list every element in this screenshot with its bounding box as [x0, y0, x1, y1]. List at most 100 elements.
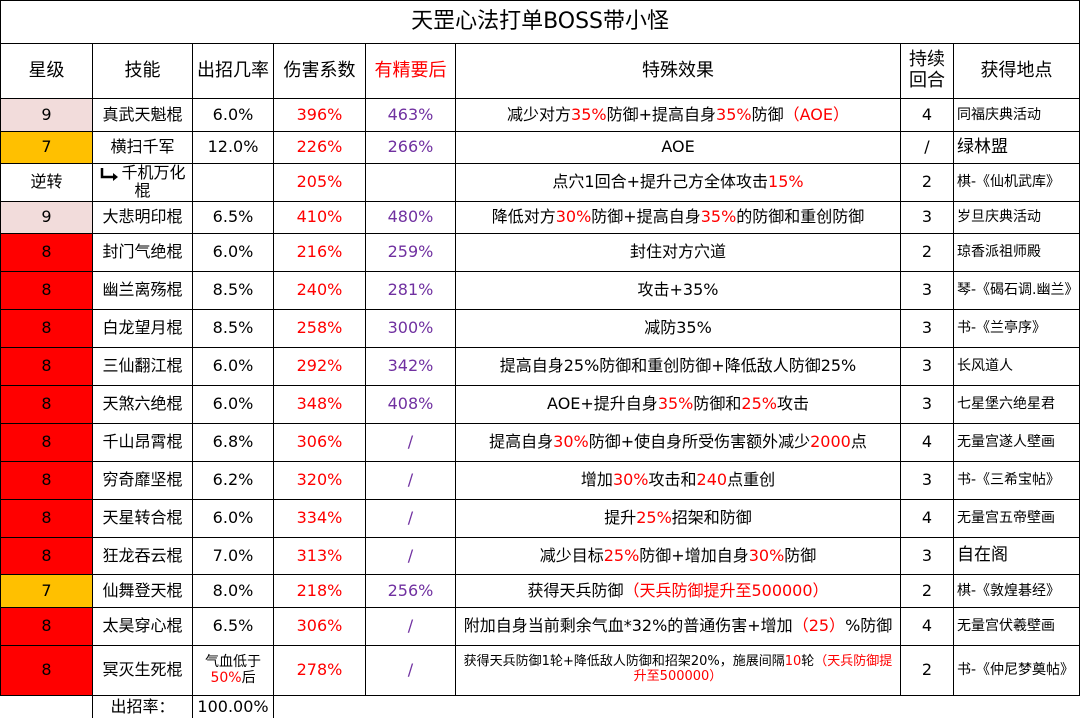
data-row: 逆转 千机万化棍 205% 点穴1回合+提升己方全体攻击15% 2 棋-《仙机武库》: [0, 163, 1080, 202]
location-cell: 长风道人: [952, 346, 1080, 386]
location-cell: 书-《兰亭序》: [952, 308, 1080, 348]
highlight-text: 25%: [603, 545, 640, 565]
star-cell: 8: [0, 606, 93, 646]
header-cell: 星级: [0, 43, 93, 99]
location-cell: 书-《仲尼梦奠帖》: [952, 644, 1080, 696]
rate-cell: 8.5%: [192, 270, 274, 310]
text: 点重创: [727, 470, 776, 490]
skill-cell: 封门气绝棍: [92, 232, 193, 272]
refined-cell: /: [365, 606, 456, 646]
data-row: 8 冥灭生死棍 气血低于50%后 278% / 获得天兵防御1轮+降低敌人防御和招架20%…: [0, 644, 1080, 696]
text: 点穴1回合+提升己方全体攻击: [552, 172, 769, 192]
duration-cell: 2: [900, 163, 954, 202]
header-cell: 有精要后: [365, 43, 456, 99]
skill-cell: 天煞六绝棍: [92, 384, 193, 424]
data-row: 8 三仙翻江棍 6.0% 292% 342% 提高自身25%防御和重创防御+降低敌人防御2…: [0, 346, 1080, 386]
text: 气血低于: [205, 654, 261, 671]
effect-cell: 提高自身30%防御+使自身所受伤害额外减少2000点: [455, 422, 901, 462]
damage-cell: 320%: [273, 460, 366, 500]
highlight-text: 30%: [555, 207, 592, 227]
damage-cell: 218%: [273, 573, 366, 608]
effect-cell: 减防35%: [455, 308, 901, 348]
rate-cell: [192, 163, 274, 202]
effect-cell: 提升25%招架和防御: [455, 498, 901, 538]
refined-cell: 266%: [365, 131, 456, 164]
damage-cell: 410%: [273, 200, 366, 234]
refined-cell: 480%: [365, 200, 456, 234]
highlight-text: 25%: [741, 394, 777, 414]
skill-cell: 冥灭生死棍: [92, 644, 193, 696]
text: 防御和: [693, 394, 742, 414]
highlight-text: 50%: [210, 670, 242, 687]
effect-cell: 获得天兵防御1轮+降低敌人防御和招架20%，施展间隔10轮（天兵防御提升至500…: [455, 644, 901, 696]
refined-cell: 342%: [365, 346, 456, 386]
text: 防御+提高自身: [606, 104, 717, 124]
star-cell: 9: [0, 98, 93, 132]
damage-cell: 313%: [273, 536, 366, 575]
location-cell: 无量宫伏羲壁画: [952, 606, 1080, 646]
empty-cell: [456, 695, 901, 718]
location-cell: 琴-《碣石调.幽兰》: [952, 270, 1080, 310]
damage-cell: 334%: [273, 498, 366, 538]
text: 降低对方: [491, 207, 556, 227]
location-cell: 无量宫五帝壁画: [952, 498, 1080, 538]
title-row: 天罡心法打单BOSS带小怪: [0, 0, 1080, 44]
highlight-text: 2000: [810, 432, 851, 452]
effect-cell: 攻击+35%: [455, 270, 901, 310]
header-cell: 技能: [92, 43, 193, 99]
text: 减少目标: [539, 545, 604, 565]
damage-cell: 396%: [273, 98, 366, 132]
text: 提高自身: [489, 432, 554, 452]
empty-cell: [366, 695, 456, 718]
star-cell: 8: [0, 644, 93, 696]
damage-cell: 240%: [273, 270, 366, 310]
effect-cell: 减少对方35%防御+提高自身35%防御（AOE）: [455, 98, 901, 132]
data-row: 9 大悲明印棍 6.5% 410% 480% 降低对方30%防御+提高自身35%的防御和重…: [0, 200, 1080, 234]
highlight-text: 15%: [768, 172, 804, 192]
highlight-text: 30%: [553, 432, 589, 452]
skill-cell: 天星转合棍: [92, 498, 193, 538]
effect-cell: 提高自身25%防御和重创防御+降低敌人防御25%: [455, 346, 901, 386]
header-cell: 特殊效果: [455, 43, 901, 99]
skill-cell: 幽兰离殇棍: [92, 270, 193, 310]
star-cell: 8: [0, 498, 93, 538]
rate-cell: 6.8%: [192, 422, 274, 462]
skill-cell: 太昊穿心棍: [92, 606, 193, 646]
damage-cell: 278%: [273, 644, 366, 696]
text: AOE: [661, 137, 695, 157]
duration-cell: 2: [900, 573, 954, 608]
data-row: 7 仙舞登天棍 8.0% 218% 256% 获得天兵防御（天兵防御提升至500000） 2…: [0, 573, 1080, 608]
text: 减少对方: [507, 104, 572, 124]
rate-cell: 8.5%: [192, 308, 274, 348]
effect-cell: 减少目标25%防御+增加自身30%防御: [455, 536, 901, 575]
empty-cell: [274, 695, 366, 718]
text: 防御+使自身所受伤害额外减少: [588, 432, 811, 452]
star-cell: 8: [0, 422, 93, 462]
location-cell: 绿林盟: [952, 131, 1080, 164]
data-row: 8 天星转合棍 6.0% 334% / 提升25%招架和防御 4 无量宫五帝壁画: [0, 498, 1080, 538]
rate-cell: 8.0%: [192, 573, 274, 608]
highlight-text: 240: [696, 470, 728, 490]
data-row: 8 封门气绝棍 6.0% 216% 259% 封住对方穴道 2 琼香派祖师殿: [0, 232, 1080, 272]
star-cell: 8: [0, 308, 93, 348]
refined-cell: /: [365, 498, 456, 538]
data-row: 9 真武天魁棍 6.0% 396% 463% 减少对方35%防御+提高自身35%防御（AO…: [0, 98, 1080, 132]
text: 招架和防御: [671, 508, 752, 528]
footer-label: 出招率：: [92, 694, 193, 718]
rate-cell: 12.0%: [192, 131, 274, 164]
header-cell: 获得地点: [952, 43, 1080, 99]
refined-cell: [365, 163, 456, 202]
location-cell: 棋-《敦煌碁经》: [952, 573, 1080, 608]
duration-cell: 4: [900, 98, 954, 132]
header-row: 星级 技能 出招几率 伤害系数 有精要后 特殊效果 持续回合 获得地点: [0, 43, 1080, 99]
data-row: 8 天煞六绝棍 6.0% 348% 408% AOE+提升自身35%防御和25%攻击 3 七星…: [0, 384, 1080, 424]
data-row: 8 白龙望月棍 8.5% 258% 300% 减防35% 3 书-《兰亭序》: [0, 308, 1080, 348]
highlight-text: （天兵防御提升至500000）: [623, 580, 829, 600]
star-cell: 8: [0, 460, 93, 500]
damage-cell: 226%: [273, 131, 366, 164]
empty-cell: [901, 695, 954, 718]
text: 轮: [801, 654, 815, 670]
highlight-text: （天兵防御提升至500000）: [633, 654, 893, 685]
header-cell: 出招几率: [192, 43, 274, 99]
effect-cell: 获得天兵防御（天兵防御提升至500000）: [455, 573, 901, 608]
